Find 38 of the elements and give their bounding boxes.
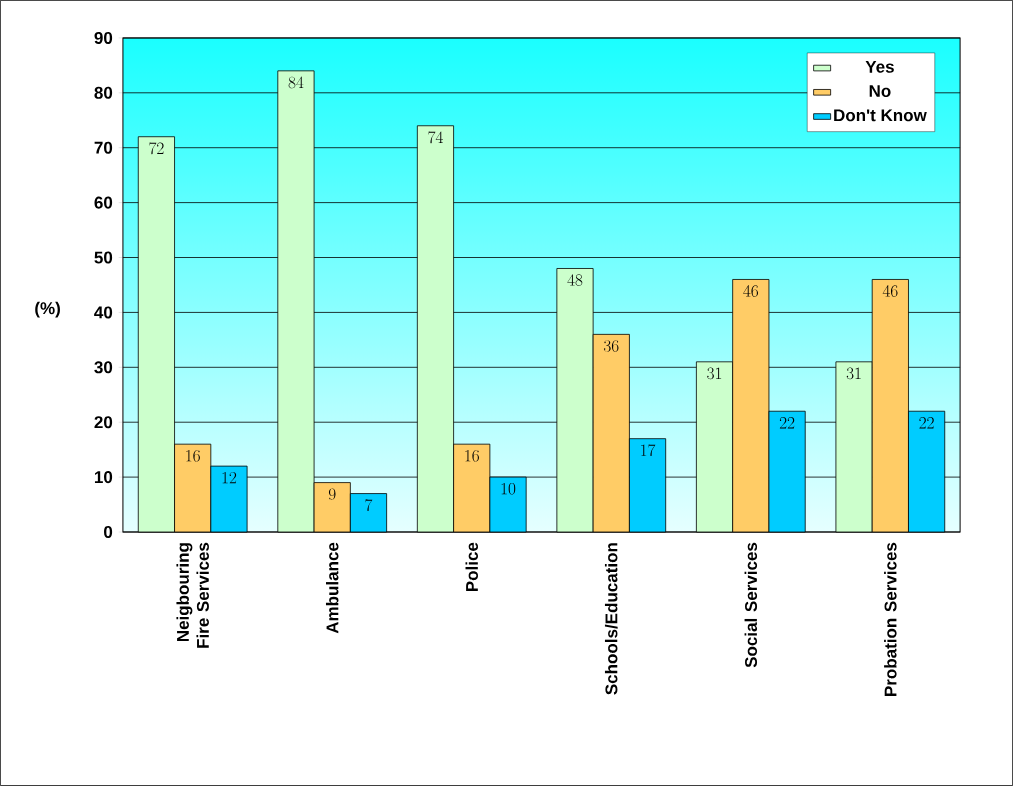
- data-label: 17: [641, 444, 656, 457]
- data-label: 10: [501, 482, 516, 495]
- data-label: 31: [846, 367, 861, 380]
- y-axis-title: (%): [35, 301, 60, 318]
- y-tick-label: 10: [94, 471, 113, 484]
- data-label: 31: [707, 367, 722, 380]
- data-label: 16: [465, 449, 479, 462]
- y-tick-label: 90: [94, 31, 113, 44]
- data-label: 16: [186, 449, 200, 462]
- y-tick-label: 70: [94, 141, 113, 154]
- data-label: 7: [365, 499, 373, 512]
- data-label: 22: [779, 417, 795, 429]
- y-tick-label: 40: [94, 306, 113, 319]
- y-tick-label: 30: [94, 361, 113, 374]
- legend-label: Don't Know: [834, 109, 927, 122]
- data-label: 74: [428, 131, 444, 144]
- data-label: 12: [222, 471, 237, 484]
- legend-label: No: [869, 85, 891, 98]
- x-tick-label: Schools/Education: [604, 543, 618, 695]
- y-tick-label: 80: [94, 86, 113, 99]
- y-tick-label: 60: [94, 196, 113, 209]
- data-label: 72: [149, 142, 164, 155]
- y-tick-label: 0: [104, 525, 113, 539]
- x-tick-label: Social Services: [744, 542, 758, 668]
- data-label: 22: [919, 417, 934, 429]
- x-tick-label: Police: [465, 542, 478, 592]
- y-tick-label: 50: [94, 251, 113, 264]
- data-label: 46: [743, 285, 759, 297]
- data-label: 84: [288, 76, 304, 89]
- x-tick-label: Neigbouring Fire Services: [176, 542, 209, 648]
- x-tick-label: Ambulance: [325, 542, 339, 634]
- y-tick-label: 20: [94, 416, 113, 429]
- legend-label: Yes: [865, 60, 894, 73]
- x-tick-label: Probation Services: [884, 542, 897, 696]
- data-label: 36: [603, 340, 619, 352]
- data-label: 46: [882, 285, 898, 297]
- data-label: 9: [328, 488, 336, 501]
- data-label: 48: [567, 274, 583, 286]
